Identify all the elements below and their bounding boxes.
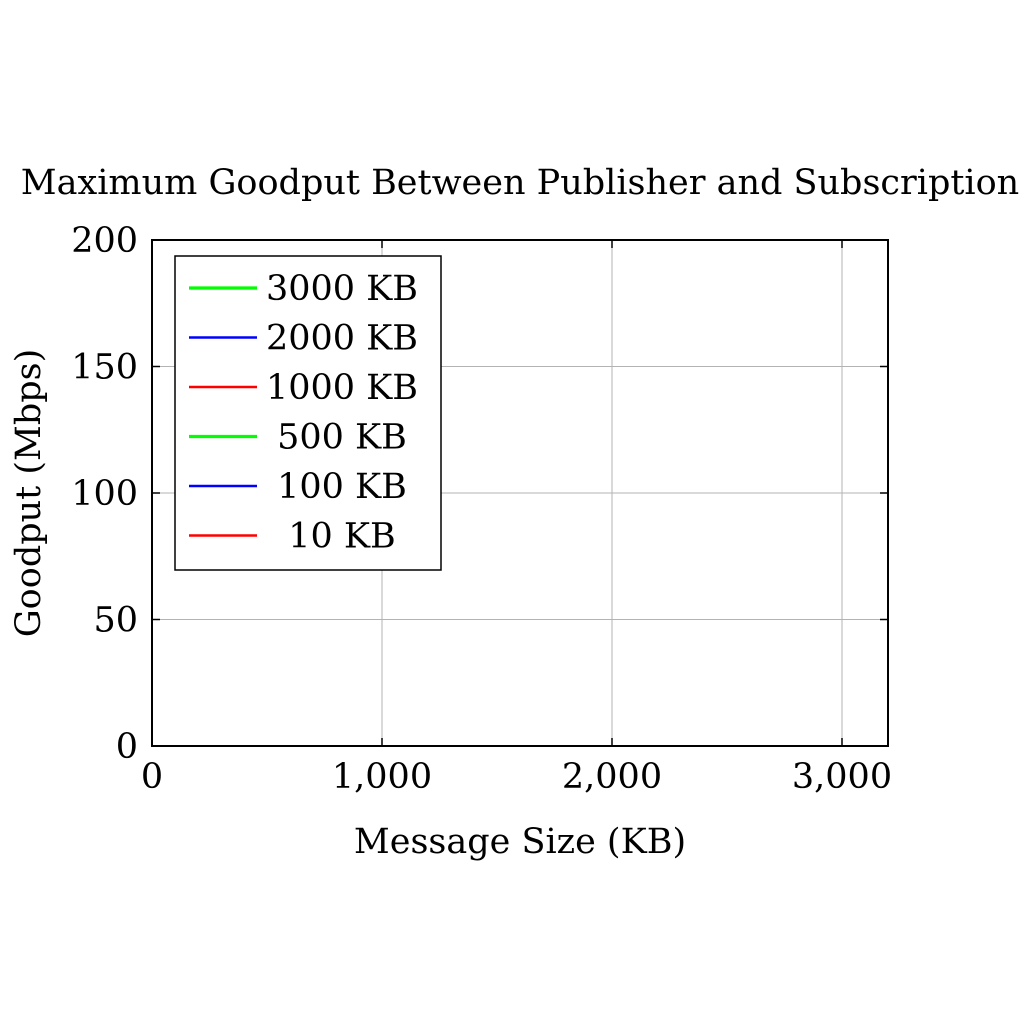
- y-tick-label: 150: [71, 348, 138, 388]
- x-tick-label: 2,000: [562, 757, 662, 797]
- legend-label: 500 KB: [277, 418, 407, 458]
- x-tick-label: 0: [141, 757, 163, 797]
- y-axis-label: Goodput (Mbps): [9, 349, 49, 638]
- legend-label: 1000 KB: [266, 368, 418, 408]
- y-tick-label: 200: [71, 221, 138, 261]
- chart-title: Maximum Goodput Between Publisher and Su…: [21, 163, 1019, 203]
- legend-label: 10 KB: [288, 517, 396, 557]
- y-tick-label: 0: [116, 727, 138, 767]
- y-tick-label: 100: [71, 474, 138, 514]
- legend: 3000 KB 2000 KB 1000 KB 500 KB 100 KB 10 KB: [174, 255, 442, 571]
- x-axis-label: Message Size (KB): [354, 822, 686, 862]
- legend-label: 3000 KB: [266, 269, 418, 309]
- legend-box: [174, 255, 442, 571]
- legend-label: 100 KB: [277, 467, 407, 507]
- x-tick-label: 3,000: [792, 757, 892, 797]
- legend-label: 2000 KB: [266, 319, 418, 359]
- axis-ticks: 0 1,000 2,000 3,000 0 50 100 150 200: [71, 221, 892, 797]
- y-tick-label: 50: [93, 601, 138, 641]
- x-tick-label: 1,000: [332, 757, 432, 797]
